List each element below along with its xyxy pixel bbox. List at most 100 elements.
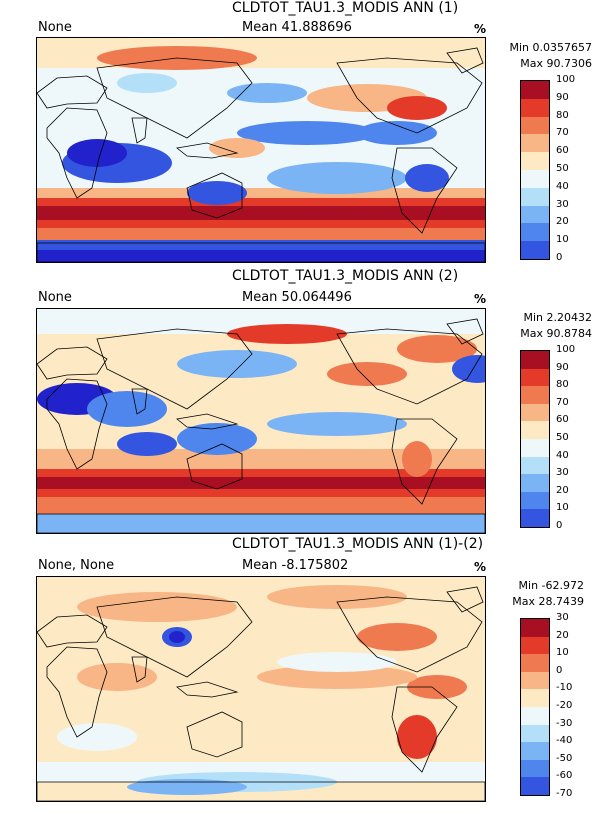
colorbar-tick-label: 10 xyxy=(556,647,569,659)
cloud-region xyxy=(209,138,265,158)
cloud-region xyxy=(117,432,177,456)
coastline xyxy=(176,681,239,698)
cloud-region xyxy=(237,121,377,145)
min-label: Min 2.20432 xyxy=(523,311,592,324)
coastline xyxy=(46,646,108,738)
colorbar-tick-label: 20 xyxy=(556,484,569,496)
colorbar-tick-label: -50 xyxy=(556,752,573,764)
coastline xyxy=(131,117,148,144)
colorbar-swatch xyxy=(521,368,549,387)
map-plot xyxy=(36,308,486,534)
coastline xyxy=(46,378,108,470)
colorbar-swatch xyxy=(521,205,549,224)
cloud-region xyxy=(187,181,247,205)
colorbar-swatch xyxy=(521,636,549,655)
sahara-low xyxy=(67,139,127,167)
colorbar-swatch xyxy=(521,439,549,457)
coastline xyxy=(131,388,148,415)
cloud-region xyxy=(357,623,437,651)
colorbar-swatch xyxy=(521,134,549,153)
units-label: % xyxy=(474,22,487,36)
colorbar-swatch xyxy=(521,187,549,206)
cloud-region xyxy=(405,164,449,192)
coastline xyxy=(37,781,485,801)
colorbar-tick-label: 80 xyxy=(556,109,569,121)
panel-title: CLDTOT_TAU1.3_MODIS ANN (1)-(2) xyxy=(232,536,484,552)
coastline xyxy=(37,242,485,262)
colorbar-swatch xyxy=(521,491,549,510)
cloud-region xyxy=(267,585,407,609)
cloud-region xyxy=(77,592,237,622)
colorbar-tick-label: 30 xyxy=(556,198,569,210)
cloud-region xyxy=(77,663,157,691)
cloud-region xyxy=(397,335,477,363)
coastline xyxy=(186,711,243,758)
colorbar-swatch xyxy=(521,170,549,188)
coastline xyxy=(186,443,243,490)
southern-ocean-edge xyxy=(37,497,485,515)
cloud-region xyxy=(187,683,287,711)
cloud-region xyxy=(227,83,307,103)
colorbar-swatch xyxy=(521,509,549,527)
colorbar-tick-label: 50 xyxy=(556,163,569,174)
colorbar-tick-label: 80 xyxy=(556,379,569,391)
panel-2: CLDTOT_TAU1.3_MODIS ANN (2) None Mean 50… xyxy=(0,268,606,538)
cloud-region xyxy=(117,73,177,93)
colorbar-swatch xyxy=(521,386,549,404)
colorbar-tick-label: 100 xyxy=(556,74,576,85)
panel-1: CLDTOT_TAU1.3_MODIS ANN (1) None Mean 41… xyxy=(0,0,606,270)
colorbar-swatch xyxy=(521,421,549,439)
cloud-region xyxy=(402,441,432,477)
coastline xyxy=(37,513,485,533)
cloud-region xyxy=(387,96,447,120)
left-label: None xyxy=(38,20,72,35)
southern-ocean-max xyxy=(37,477,485,489)
colorbar-tick-label: -40 xyxy=(556,735,573,747)
colorbar-tick-label: -30 xyxy=(556,717,573,729)
cloud-region xyxy=(267,162,407,194)
min-label: Min 0.0357657 xyxy=(509,41,593,54)
southern-ocean-edge xyxy=(37,228,485,242)
colorbar-swatch xyxy=(521,742,549,760)
panel-title: CLDTOT_TAU1.3_MODIS ANN (2) xyxy=(232,268,459,284)
colorbar-swatch xyxy=(521,456,549,475)
coastline xyxy=(37,75,108,109)
cloud-region xyxy=(87,391,167,427)
colorbar-swatches xyxy=(520,350,550,528)
cloud-region xyxy=(327,362,407,386)
mean-label: Mean -8.175802 xyxy=(242,558,349,573)
antarctica-band xyxy=(37,514,485,533)
arctic-band xyxy=(37,38,485,68)
colorbar-tick-label: 0 xyxy=(556,664,563,676)
coastline xyxy=(131,656,148,683)
coastline xyxy=(336,57,483,134)
colorbar-swatch xyxy=(521,619,549,637)
left-label: None xyxy=(38,290,72,305)
max-label: Max 90.7306 xyxy=(520,57,592,70)
mean-label: Mean 41.888696 xyxy=(242,20,352,35)
map-plot xyxy=(36,576,486,802)
map-plot xyxy=(36,37,486,263)
north-pacific-max xyxy=(227,324,347,344)
colorbar-tick-label: 0 xyxy=(556,520,563,531)
colorbar-tick-label: -10 xyxy=(556,682,573,694)
colorbar-swatch xyxy=(521,98,549,117)
southern-ocean-max xyxy=(37,206,485,220)
colorbar-tick-label: -60 xyxy=(556,770,573,782)
cloud-region xyxy=(177,350,297,378)
coastline xyxy=(176,142,239,159)
max-label: Max 90.8784 xyxy=(520,327,592,340)
colorbar-swatch xyxy=(521,241,549,259)
panel-title: CLDTOT_TAU1.3_MODIS ANN (1) xyxy=(232,0,459,16)
colorbar-swatch xyxy=(521,152,549,170)
cloud-region xyxy=(357,121,437,145)
colorbar-tick-label: 90 xyxy=(556,91,569,103)
colorbar-swatch xyxy=(521,223,549,242)
coastline xyxy=(96,57,253,139)
colorbar-swatch xyxy=(521,474,549,492)
coastline xyxy=(46,107,108,199)
coastline xyxy=(391,147,458,234)
mean-label: Mean 50.064496 xyxy=(242,290,352,305)
coastline xyxy=(37,346,108,380)
colorbar-tick-label: 60 xyxy=(556,414,569,426)
